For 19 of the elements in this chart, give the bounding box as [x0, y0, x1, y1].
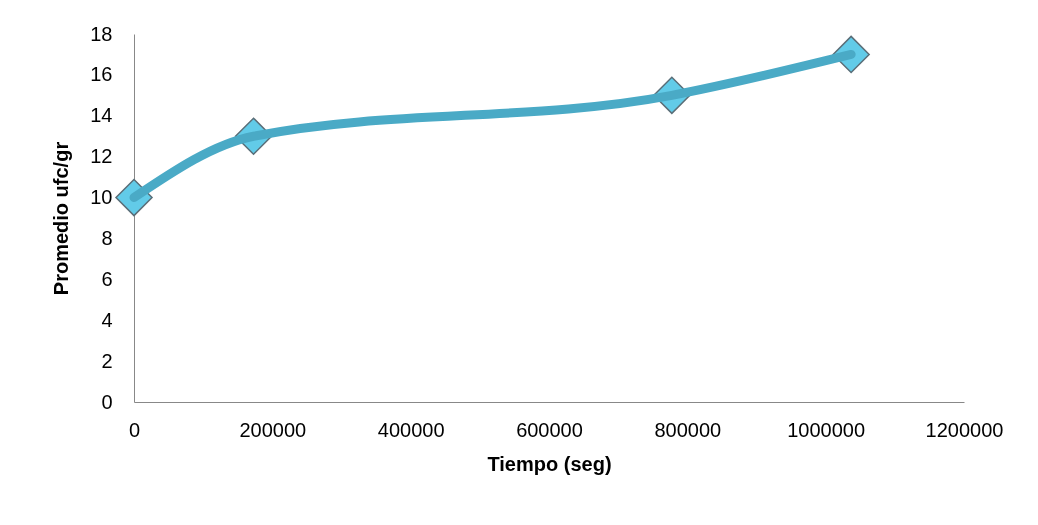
y-tick-label: 10: [90, 186, 113, 209]
x-tick-label: 400000: [377, 418, 445, 441]
x-tick-label: 1000000: [787, 418, 866, 441]
y-tick-label: 14: [90, 104, 113, 127]
y-tick-label: 18: [90, 22, 113, 45]
y-tick-label: 0: [101, 390, 113, 413]
y-tick-label: 2: [101, 349, 113, 372]
x-tick-label: 0: [128, 418, 141, 441]
y-tick-label: 4: [101, 308, 113, 331]
y-tick-label: 12: [90, 145, 113, 168]
y-axis-title: Promedio ufc/gr: [50, 141, 73, 296]
y-tick-label: 8: [101, 226, 113, 249]
x-axis-title: Tiempo (seg): [487, 452, 612, 475]
x-tick-label: 1200000: [925, 418, 1004, 441]
x-tick-label: 800000: [654, 418, 722, 441]
x-tick-label: 200000: [239, 418, 307, 441]
x-tick-label: 600000: [516, 418, 583, 441]
y-tick-label: 16: [90, 63, 113, 86]
y-tick-label: 6: [101, 267, 113, 290]
